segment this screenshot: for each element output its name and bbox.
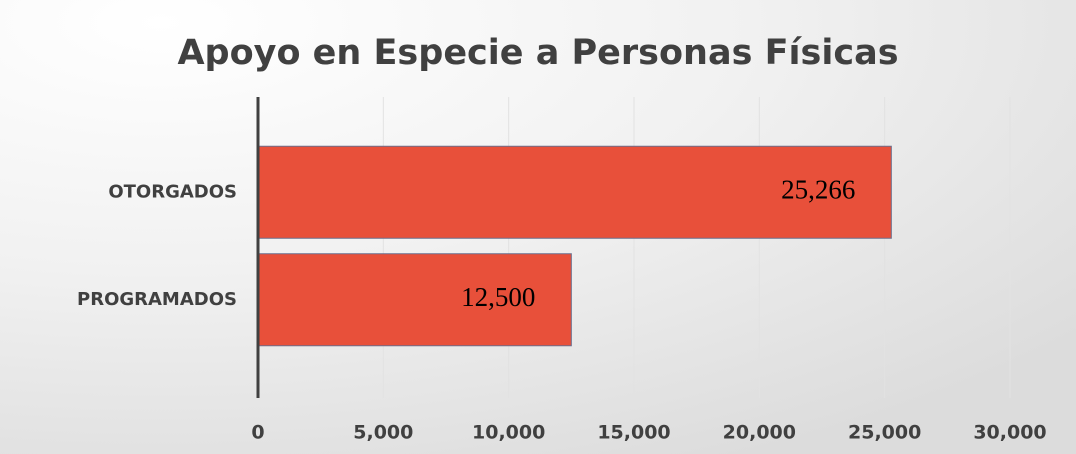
y-tick-label: PROGRAMADOS [77, 289, 237, 310]
data-label: 12,500 [461, 282, 535, 312]
x-tick-label: 15,000 [597, 422, 670, 444]
bar [257, 253, 572, 347]
x-tick-label: 25,000 [848, 422, 921, 444]
chart-title: Apoyo en Especie a Personas Físicas [177, 33, 898, 73]
x-tick-label: 0 [251, 422, 264, 444]
bar [257, 145, 892, 239]
x-tick-label: 30,000 [973, 422, 1046, 444]
x-tick-label: 10,000 [472, 422, 545, 444]
x-tick-label: 20,000 [723, 422, 796, 444]
y-tick-label: OTORGADOS [108, 181, 237, 202]
x-tick-label: 5,000 [353, 422, 413, 444]
data-label: 25,266 [781, 174, 855, 204]
